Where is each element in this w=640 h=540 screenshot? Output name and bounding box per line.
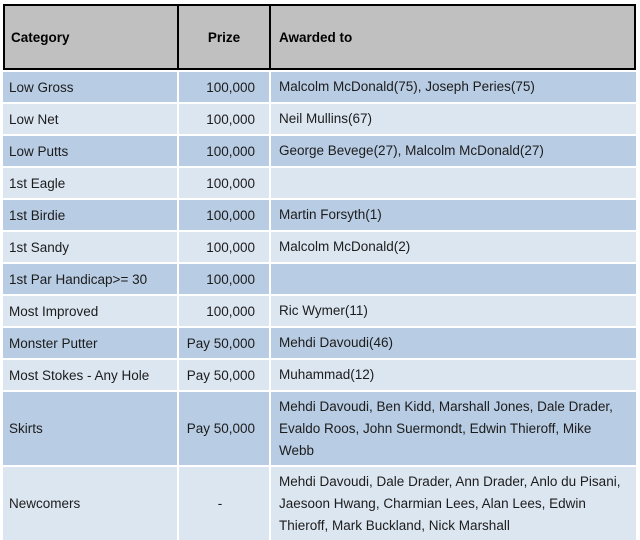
table-row: 1st Sandy 100,000 Malcolm McDonald(2) (3, 232, 636, 262)
awarded-to-cell: Malcolm McDonald(75), Joseph Peries(75) (271, 72, 636, 102)
prize-cell: Pay 50,000 (179, 392, 269, 465)
prize-cell: 100,000 (179, 264, 269, 294)
category-cell: Skirts (3, 392, 177, 465)
table-row: 1st Par Handicap>= 30 100,000 (3, 264, 636, 294)
header-awarded-to: Awarded to (279, 29, 353, 45)
category-cell: Most Improved (3, 296, 177, 326)
table-header-row: Category Prize Awarded to (3, 4, 636, 70)
category-cell: 1st Birdie (3, 200, 177, 230)
table-row: 1st Eagle 100,000 (3, 168, 636, 198)
table-row: Monster Putter Pay 50,000 Mehdi Davoudi(… (3, 328, 636, 358)
category-cell: Low Gross (3, 72, 177, 102)
prize-cell: 100,000 (179, 296, 269, 326)
prize-cell: 100,000 (179, 168, 269, 198)
category-cell: 1st Sandy (3, 232, 177, 262)
table-row: Newcomers - Mehdi Davoudi, Dale Drader, … (3, 467, 636, 540)
table-row: Most Improved 100,000 Ric Wymer(11) (3, 296, 636, 326)
category-cell: Most Stokes - Any Hole (3, 360, 177, 390)
awarded-to-cell: Mehdi Davoudi, Dale Drader, Ann Drader, … (271, 467, 636, 540)
table-row: Most Stokes - Any Hole Pay 50,000 Muhamm… (3, 360, 636, 390)
category-cell: Monster Putter (3, 328, 177, 358)
prize-cell: Pay 50,000 (179, 360, 269, 390)
table-body: Low Gross 100,000 Malcolm McDonald(75), … (3, 72, 636, 540)
prize-cell: Pay 50,000 (179, 328, 269, 358)
prize-cell: 100,000 (179, 200, 269, 230)
prize-cell: 100,000 (179, 104, 269, 134)
awarded-to-cell: Mehdi Davoudi, Ben Kidd, Marshall Jones,… (271, 392, 636, 465)
header-category: Category (5, 6, 179, 68)
category-cell: 1st Eagle (3, 168, 177, 198)
prize-cell: 100,000 (179, 72, 269, 102)
category-cell: Newcomers (3, 467, 177, 540)
prize-cell: 100,000 (179, 232, 269, 262)
awarded-to-cell: Martin Forsyth(1) (271, 200, 636, 230)
table-row: Skirts Pay 50,000 Mehdi Davoudi, Ben Kid… (3, 392, 636, 465)
prize-table: Category Prize Awarded to Low Gross 100,… (3, 4, 636, 540)
awarded-to-cell: Malcolm McDonald(2) (271, 232, 636, 262)
awarded-to-cell: Neil Mullins(67) (271, 104, 636, 134)
awarded-to-cell (271, 168, 636, 198)
table-row: Low Putts 100,000 George Bevege(27), Mal… (3, 136, 636, 166)
category-cell: Low Putts (3, 136, 177, 166)
table-row: Low Net 100,000 Neil Mullins(67) (3, 104, 636, 134)
awarded-to-cell: Muhammad(12) (271, 360, 636, 390)
category-cell: 1st Par Handicap>= 30 (3, 264, 177, 294)
awarded-to-cell: George Bevege(27), Malcolm McDonald(27) (271, 136, 636, 166)
prize-cell: - (179, 467, 269, 540)
category-cell: Low Net (3, 104, 177, 134)
awarded-to-cell: Mehdi Davoudi(46) (271, 328, 636, 358)
header-prize: Prize (179, 6, 271, 68)
table-row: 1st Birdie 100,000 Martin Forsyth(1) (3, 200, 636, 230)
prize-cell: 100,000 (179, 136, 269, 166)
table-row: Low Gross 100,000 Malcolm McDonald(75), … (3, 72, 636, 102)
awarded-to-cell (271, 264, 636, 294)
awarded-to-cell: Ric Wymer(11) (271, 296, 636, 326)
